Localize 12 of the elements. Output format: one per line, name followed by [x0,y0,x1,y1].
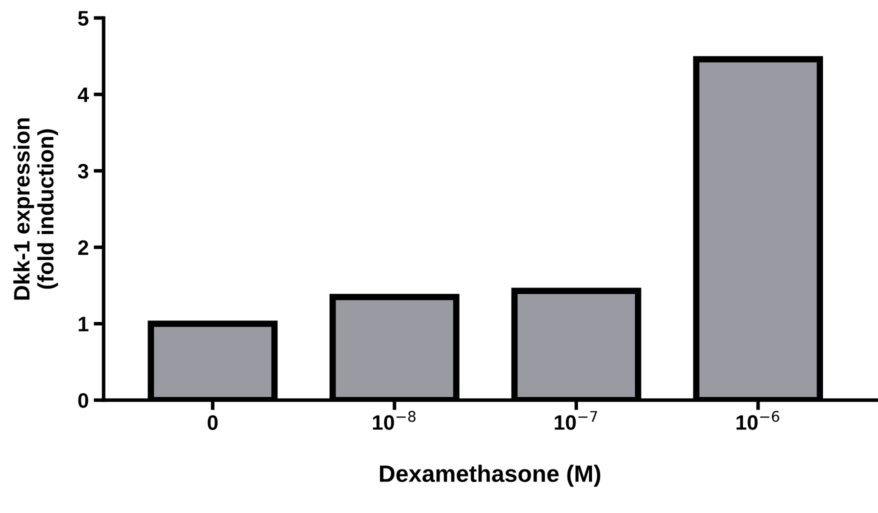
x-tick-label: 0 [208,415,218,430]
y-tick-label: 3 [78,164,88,179]
y-axis-title: Dkk-1 expression (fold induction) [13,118,58,300]
y-tick-label: 2 [78,240,88,255]
y-tick-label: 1 [78,316,88,332]
y-tick-label: 5 [78,11,88,26]
x-tick-label: 10$^{−7}$ [554,411,598,430]
x-tick-label: 10$^{−6}$ [736,410,780,430]
x-tick-label: 10$^{−8}$ [372,410,416,430]
y-tick-label: 0 [78,393,88,408]
x-axis-title: Dexamethasone (M) [380,464,600,487]
y-tick-label: 4 [78,88,89,102]
